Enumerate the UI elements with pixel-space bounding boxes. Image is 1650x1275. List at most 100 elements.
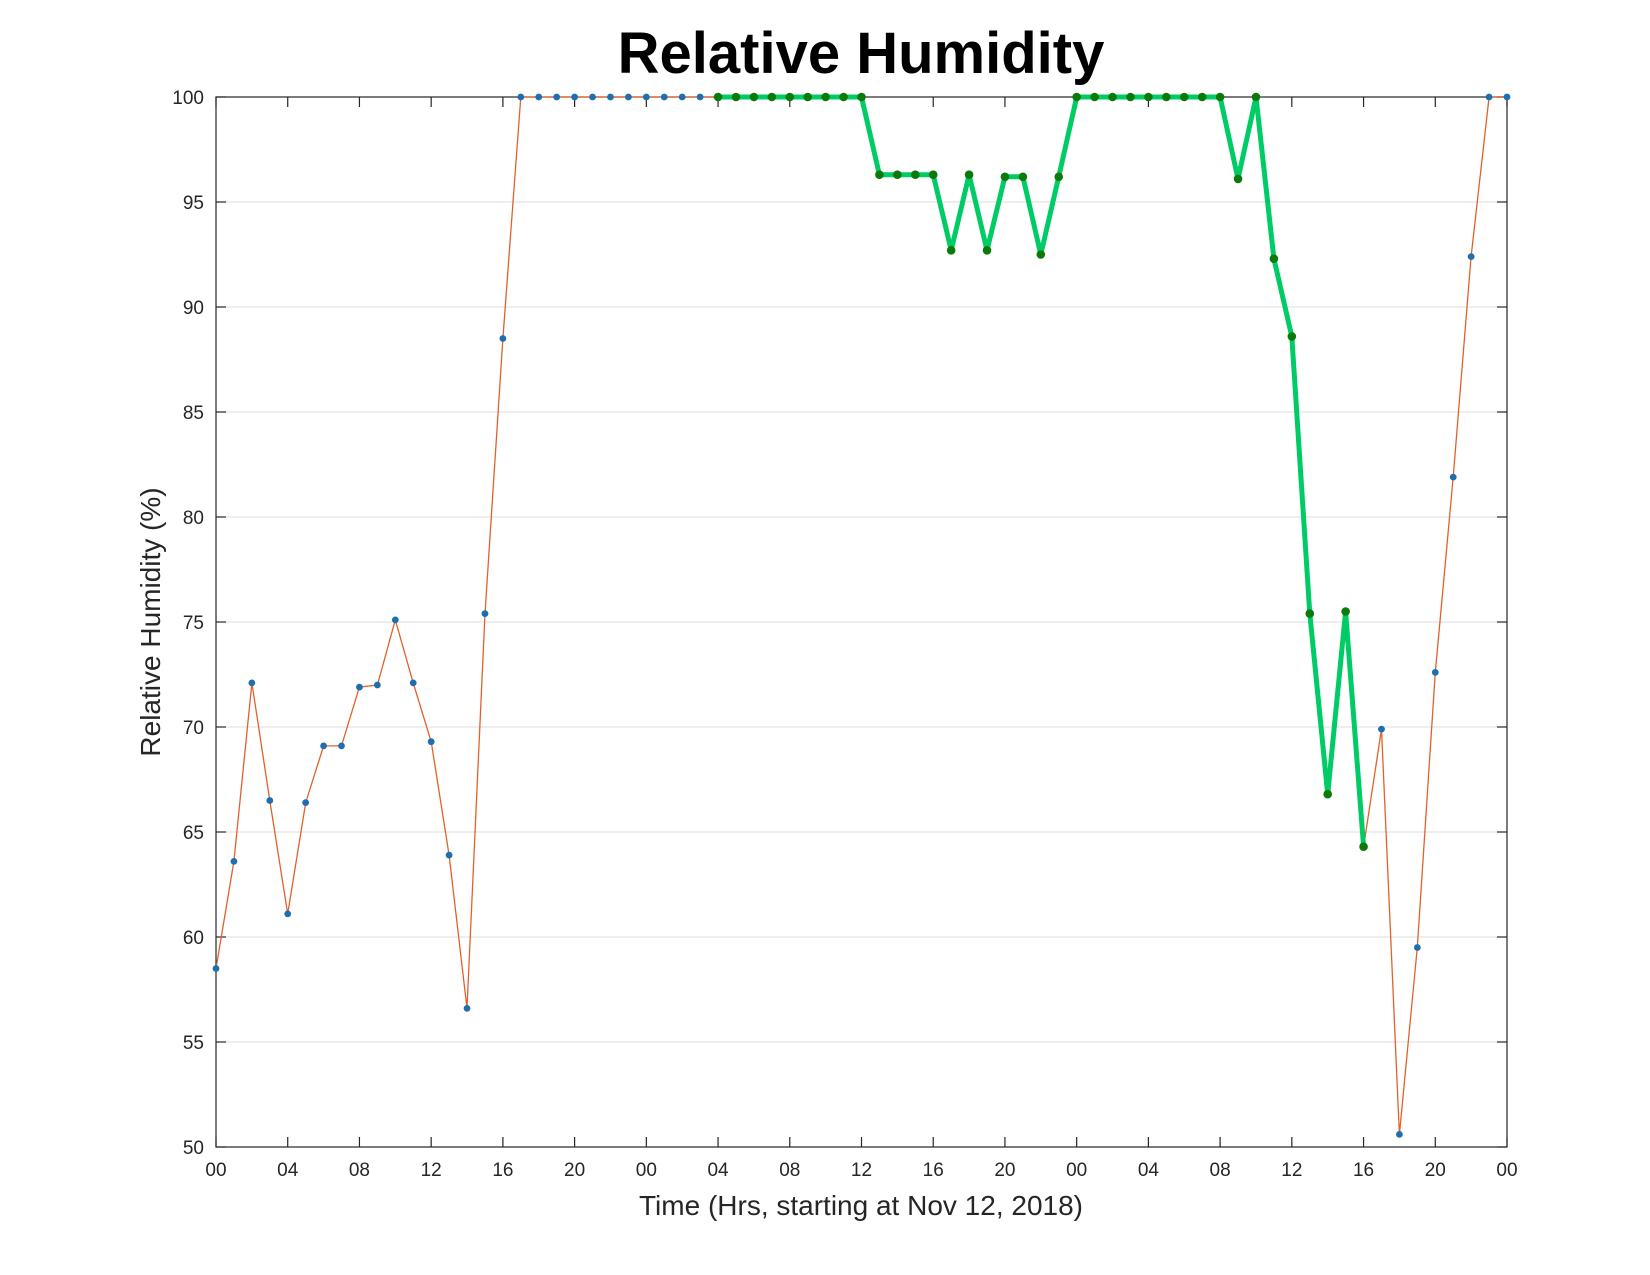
highlight-series-line: [718, 94, 1367, 847]
highlight-data-point: [1018, 172, 1028, 182]
y-tick-label: 95: [183, 193, 204, 214]
highlight-data-point: [1305, 609, 1315, 618]
all-data-data-point: [1431, 669, 1439, 676]
all-data-data-point: [356, 683, 363, 691]
y-tick-label: 50: [183, 1138, 204, 1159]
all-data-data-point: [517, 93, 525, 101]
series-layer: [212, 92, 1511, 1138]
all-data-data-point: [320, 742, 327, 750]
highlight-data-point: [982, 246, 992, 255]
highlight-data-point: [893, 170, 902, 179]
y-tick-label: 55: [183, 1033, 204, 1054]
highlight-data-point: [1162, 92, 1171, 102]
highlight-data-point: [749, 92, 759, 102]
x-tick-label: 04: [1138, 1160, 1160, 1181]
y-tick-label: 90: [183, 298, 204, 319]
all-data-data-point: [589, 93, 596, 101]
highlight-data-point: [1215, 92, 1225, 102]
all-data-data-point: [678, 93, 686, 101]
highlight-data-point: [1108, 92, 1117, 102]
y-tick-label: 70: [183, 718, 204, 739]
y-tick-label: 60: [183, 928, 204, 949]
x-tick-label: 08: [1210, 1160, 1231, 1181]
highlight-data-point: [839, 92, 848, 102]
chart-title: Relative Humidity: [618, 21, 1105, 86]
axis-ticks: 50 55 60 65 70 75 80 85 90 95 100 00 04 08 12 16 20 00 04 0…: [172, 88, 1517, 1181]
y-tick-label: 85: [183, 403, 204, 424]
x-tick-label: 04: [277, 1160, 299, 1181]
highlight-data-point: [1126, 92, 1135, 102]
highlight-data-point: [821, 92, 830, 102]
highlight-data-point: [1359, 842, 1368, 851]
all-data-data-point: [553, 93, 561, 101]
highlight-data-point: [946, 246, 956, 255]
all-data-data-point: [1396, 1131, 1403, 1138]
highlight-data-point: [1036, 250, 1046, 259]
highlight-data-point: [731, 92, 741, 102]
all-data-data-point: [284, 910, 292, 918]
all-data-data-point: [266, 797, 274, 804]
all-data-data-point: [696, 93, 704, 101]
gridlines: [216, 201, 1507, 1043]
highlight-data-point: [1251, 92, 1261, 102]
x-tick-label: 12: [421, 1160, 442, 1181]
x-tick-label: 16: [923, 1160, 944, 1181]
x-tick-label: 00: [636, 1160, 657, 1181]
highlight-data-point: [1090, 92, 1099, 102]
highlight-data-point: [1197, 92, 1207, 102]
x-tick-label: 20: [1425, 1160, 1446, 1181]
all-data-data-point: [409, 679, 417, 687]
all-data-data-point: [302, 799, 310, 806]
x-tick-label: 08: [349, 1160, 370, 1181]
highlight-data-point: [875, 170, 884, 179]
all-data-data-point: [571, 93, 579, 101]
x-tick-label: 08: [779, 1160, 800, 1181]
x-tick-label: 12: [851, 1160, 872, 1181]
all-data-data-point: [463, 1005, 471, 1012]
x-axis-label: Time (Hrs, starting at Nov 12, 2018): [639, 1190, 1083, 1221]
y-axis-label: Relative Humidity (%): [135, 487, 166, 756]
highlight-data-point: [803, 92, 813, 102]
all-data-data-point: [248, 679, 256, 687]
highlight-data-point: [928, 170, 938, 179]
highlight-data-point: [964, 170, 974, 179]
all-data-data-point: [607, 93, 614, 101]
x-tick-label: 20: [564, 1160, 585, 1181]
all-data-data-point: [1413, 944, 1421, 951]
all-data-data-point: [660, 93, 668, 101]
highlight-data-point: [1072, 92, 1081, 102]
all-data-data-point: [535, 93, 543, 101]
y-tick-label: 100: [172, 88, 204, 109]
all-data-data-point: [1378, 725, 1385, 733]
y-tick-label: 65: [183, 823, 204, 844]
x-tick-label: 12: [1281, 1160, 1302, 1181]
highlight-data-point: [1144, 92, 1153, 102]
highlight-data-point: [1341, 607, 1350, 616]
x-tick-label: 04: [707, 1160, 729, 1181]
all-data-series: [212, 93, 1511, 1138]
all-data-data-point: [642, 93, 650, 101]
all-data-data-point: [230, 858, 238, 865]
all-data-data-point: [338, 742, 345, 750]
highlight-data-point: [1054, 172, 1064, 182]
y-tick-label: 80: [183, 508, 204, 529]
highlight-data-point: [713, 92, 723, 102]
highlight-data-point: [1000, 172, 1010, 182]
highlight-data-point: [910, 170, 920, 179]
highlight-data-point: [1233, 174, 1243, 184]
all-data-data-point: [212, 965, 220, 972]
all-data-data-point: [373, 681, 381, 689]
all-data-data-point: [391, 616, 399, 624]
y-tick-label: 75: [183, 613, 204, 634]
all-data-data-point: [625, 93, 632, 101]
highlight-series: [713, 92, 1368, 851]
x-tick-label: 20: [994, 1160, 1015, 1181]
highlight-data-point: [767, 92, 777, 102]
all-data-data-point: [427, 738, 435, 746]
highlight-data-point: [1179, 92, 1189, 102]
all-data-data-point: [1467, 253, 1475, 260]
x-tick-label: 00: [1066, 1160, 1087, 1181]
all-data-data-point: [1503, 93, 1511, 101]
